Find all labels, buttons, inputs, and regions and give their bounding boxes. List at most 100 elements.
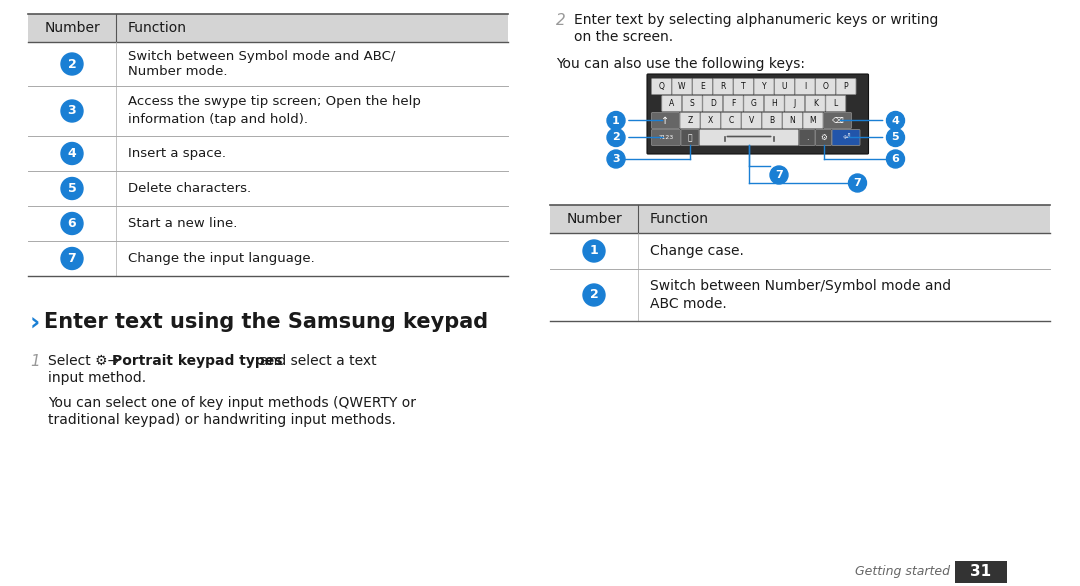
FancyBboxPatch shape: [742, 113, 761, 128]
Text: information (tap and hold).: information (tap and hold).: [129, 114, 308, 127]
Text: T: T: [741, 82, 746, 91]
Text: W: W: [678, 82, 686, 91]
Text: Switch between Number/Symbol mode and: Switch between Number/Symbol mode and: [650, 278, 951, 292]
Text: ⏎: ⏎: [842, 133, 850, 142]
Circle shape: [849, 174, 866, 192]
FancyBboxPatch shape: [721, 113, 741, 128]
Text: Delete characters.: Delete characters.: [129, 182, 252, 195]
Text: Number: Number: [44, 21, 99, 35]
Text: Enter text by selecting alphanumeric keys or writing: Enter text by selecting alphanumeric key…: [573, 13, 939, 27]
Text: Switch between Symbol mode and ABC/: Switch between Symbol mode and ABC/: [129, 50, 395, 63]
Text: 1: 1: [30, 354, 40, 369]
Text: 5: 5: [892, 132, 900, 142]
FancyBboxPatch shape: [832, 130, 860, 145]
Circle shape: [583, 284, 605, 306]
FancyBboxPatch shape: [795, 79, 815, 94]
Text: ↑: ↑: [661, 115, 670, 125]
Text: input method.: input method.: [48, 371, 146, 385]
Text: U: U: [782, 82, 787, 91]
Text: O: O: [823, 82, 828, 91]
Text: E: E: [700, 82, 705, 91]
FancyBboxPatch shape: [754, 79, 774, 94]
Text: .: .: [806, 133, 808, 142]
Circle shape: [60, 213, 83, 234]
Text: Portrait keypad types: Portrait keypad types: [112, 354, 283, 368]
Text: Function: Function: [650, 212, 708, 226]
Text: L: L: [834, 99, 838, 108]
FancyBboxPatch shape: [672, 79, 692, 94]
FancyBboxPatch shape: [700, 130, 798, 145]
Text: D: D: [710, 99, 716, 108]
Text: Change the input language.: Change the input language.: [129, 252, 314, 265]
FancyBboxPatch shape: [783, 113, 802, 128]
Text: 🎤: 🎤: [688, 133, 692, 142]
Text: 7: 7: [775, 170, 783, 180]
Text: X: X: [707, 116, 713, 125]
Text: Number: Number: [566, 212, 622, 226]
Text: traditional keypad) or handwriting input methods.: traditional keypad) or handwriting input…: [48, 413, 396, 427]
FancyBboxPatch shape: [651, 130, 680, 145]
FancyBboxPatch shape: [785, 96, 805, 111]
Text: Access the swype tip screen; Open the help: Access the swype tip screen; Open the he…: [129, 96, 421, 108]
FancyBboxPatch shape: [955, 561, 1007, 583]
FancyBboxPatch shape: [836, 79, 856, 94]
Text: 31: 31: [971, 564, 991, 580]
Circle shape: [60, 247, 83, 270]
FancyBboxPatch shape: [28, 14, 508, 42]
FancyBboxPatch shape: [713, 79, 733, 94]
Text: ⌫: ⌫: [832, 116, 843, 125]
Text: 1: 1: [612, 115, 620, 125]
Text: B: B: [769, 116, 774, 125]
Text: F: F: [731, 99, 735, 108]
Text: 6: 6: [68, 217, 77, 230]
Circle shape: [887, 150, 905, 168]
Text: 2: 2: [68, 57, 77, 70]
Text: ABC mode.: ABC mode.: [650, 297, 727, 311]
Text: Getting started: Getting started: [855, 565, 950, 578]
Text: K: K: [813, 99, 818, 108]
Text: G: G: [751, 99, 757, 108]
Circle shape: [583, 240, 605, 262]
FancyBboxPatch shape: [762, 113, 782, 128]
FancyBboxPatch shape: [804, 113, 823, 128]
FancyBboxPatch shape: [733, 79, 754, 94]
Text: 5: 5: [68, 182, 77, 195]
FancyBboxPatch shape: [681, 130, 699, 145]
FancyBboxPatch shape: [765, 96, 784, 111]
Text: 6: 6: [892, 154, 900, 164]
FancyBboxPatch shape: [815, 79, 836, 94]
Text: ⚙: ⚙: [820, 133, 827, 142]
Text: V: V: [748, 116, 754, 125]
Text: Insert a space.: Insert a space.: [129, 147, 226, 160]
Text: 3: 3: [68, 104, 77, 118]
Circle shape: [770, 166, 788, 184]
Text: N: N: [789, 116, 795, 125]
Circle shape: [60, 100, 83, 122]
Circle shape: [60, 142, 83, 165]
Text: You can select one of key input methods (QWERTY or: You can select one of key input methods …: [48, 396, 416, 410]
FancyBboxPatch shape: [680, 113, 700, 128]
Circle shape: [60, 53, 83, 75]
FancyBboxPatch shape: [550, 205, 1050, 233]
Text: on the screen.: on the screen.: [573, 30, 673, 44]
Text: 2: 2: [556, 13, 566, 28]
Text: P: P: [843, 82, 848, 91]
Circle shape: [887, 128, 905, 146]
Text: 4: 4: [68, 147, 77, 160]
Circle shape: [607, 128, 625, 146]
Circle shape: [60, 178, 83, 199]
Text: ›: ›: [30, 312, 40, 336]
Text: Q: Q: [659, 82, 664, 91]
Text: Z: Z: [687, 116, 692, 125]
FancyBboxPatch shape: [815, 130, 832, 145]
FancyBboxPatch shape: [826, 96, 846, 111]
FancyBboxPatch shape: [774, 79, 795, 94]
Text: Start a new line.: Start a new line.: [129, 217, 238, 230]
Text: R: R: [720, 82, 726, 91]
Text: ?123: ?123: [659, 135, 674, 140]
FancyBboxPatch shape: [692, 79, 713, 94]
Text: S: S: [690, 99, 694, 108]
Text: Function: Function: [129, 21, 187, 35]
Text: Enter text using the Samsung keypad: Enter text using the Samsung keypad: [44, 312, 488, 332]
Text: 3: 3: [612, 154, 620, 164]
